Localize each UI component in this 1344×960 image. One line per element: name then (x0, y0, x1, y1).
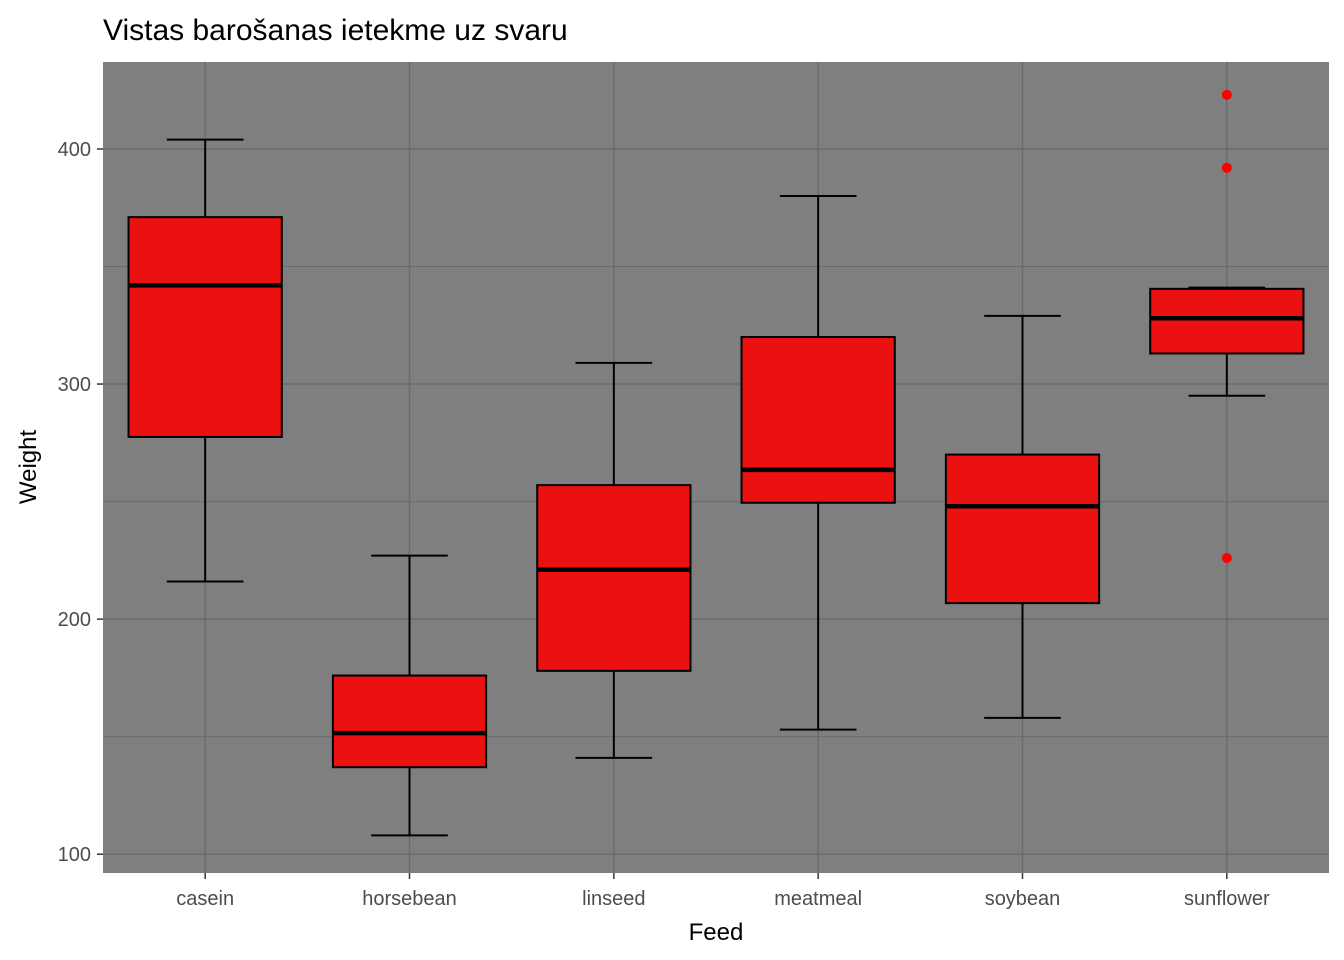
box-iqr (536, 484, 692, 672)
x-tick-label: soybean (985, 888, 1061, 910)
y-tick-label: 100 (58, 844, 91, 866)
outlier-point (1221, 162, 1232, 173)
box-group (536, 361, 692, 759)
x-tick-label: casein (176, 888, 234, 910)
box-iqr (1149, 287, 1305, 355)
x-tick-label: linseed (582, 888, 645, 910)
box-iqr (127, 216, 283, 438)
box-iqr (944, 453, 1101, 605)
y-tick-label: 400 (58, 139, 91, 161)
x-tick-label: sunflower (1184, 888, 1270, 910)
box-group (740, 194, 896, 731)
x-axis: casein horsebean linseed meatmeal soybean sun… (176, 873, 1270, 910)
x-axis-title: Feed (689, 919, 744, 946)
box-iqr (740, 336, 896, 504)
y-tick-label: 200 (58, 609, 91, 631)
x-tick-label: horsebean (362, 888, 457, 910)
plot-panel (103, 62, 1329, 873)
y-axis-title: Weight (15, 430, 42, 505)
outlier-point (1221, 553, 1232, 564)
boxes-layer (127, 89, 1305, 837)
box-group (331, 554, 488, 837)
x-tick-label: meatmeal (774, 888, 862, 910)
box-group (1149, 89, 1305, 564)
outlier-point (1221, 89, 1232, 100)
box-iqr (331, 674, 488, 769)
chart-title: Vistas barošanas ietekme uz svaru (103, 14, 568, 47)
box-group (127, 138, 283, 583)
y-tick-label: 300 (58, 374, 91, 396)
box-group (944, 314, 1101, 719)
y-axis: 100 200 300 400 (58, 139, 103, 866)
